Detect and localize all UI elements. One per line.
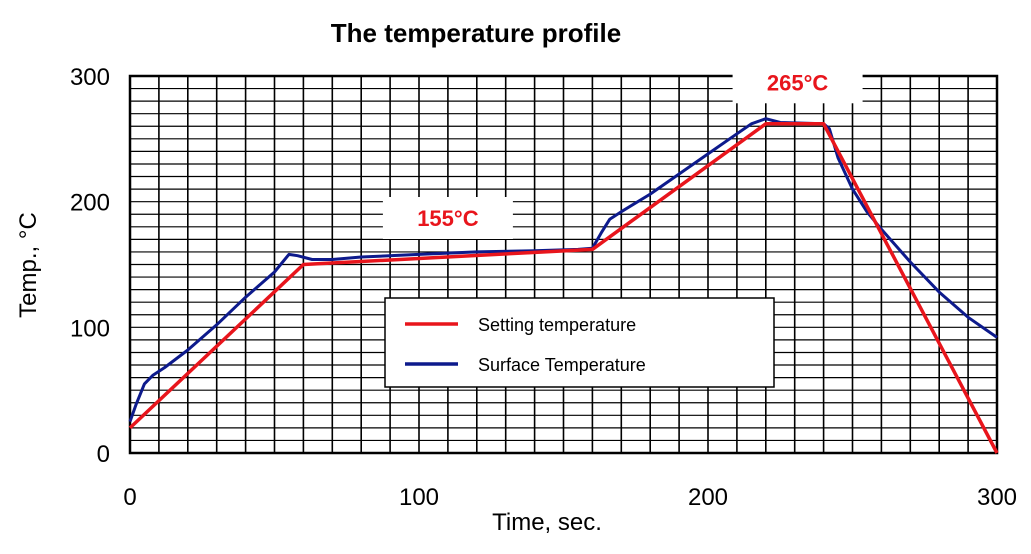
series-layer <box>128 117 999 454</box>
y-tick-label: 0 <box>97 441 110 468</box>
x-tick-label: 200 <box>688 484 728 511</box>
grid <box>130 76 997 453</box>
chart-title: The temperature profile <box>331 18 621 48</box>
tick-labels: 0 100 200 300 0 100 200 300 <box>70 64 1017 511</box>
series-line-surface-temperature <box>128 117 998 423</box>
plot-frame <box>128 74 999 455</box>
legend-box <box>384 297 775 388</box>
annotation-box <box>382 197 513 240</box>
y-axis-label: Temp., °C <box>15 212 42 318</box>
x-tick-label: 100 <box>399 484 439 511</box>
legend: Setting temperature Surface Temperature <box>384 297 775 388</box>
x-axis-label: Time, sec. <box>492 509 602 536</box>
annotation-label: 265°C <box>767 70 829 95</box>
annotation-box <box>732 61 863 104</box>
annotations: 155°C 265°C <box>382 61 863 240</box>
y-tick-label: 300 <box>70 64 110 91</box>
series-line-setting-temperature <box>128 122 999 454</box>
x-tick-label: 300 <box>977 484 1017 511</box>
legend-label-setting: Setting temperature <box>478 315 636 335</box>
y-tick-label: 100 <box>70 315 110 342</box>
legend-label-surface: Surface Temperature <box>478 355 646 375</box>
x-tick-label: 0 <box>123 484 136 511</box>
annotation-label: 155°C <box>417 206 479 231</box>
y-tick-label: 200 <box>70 190 110 217</box>
